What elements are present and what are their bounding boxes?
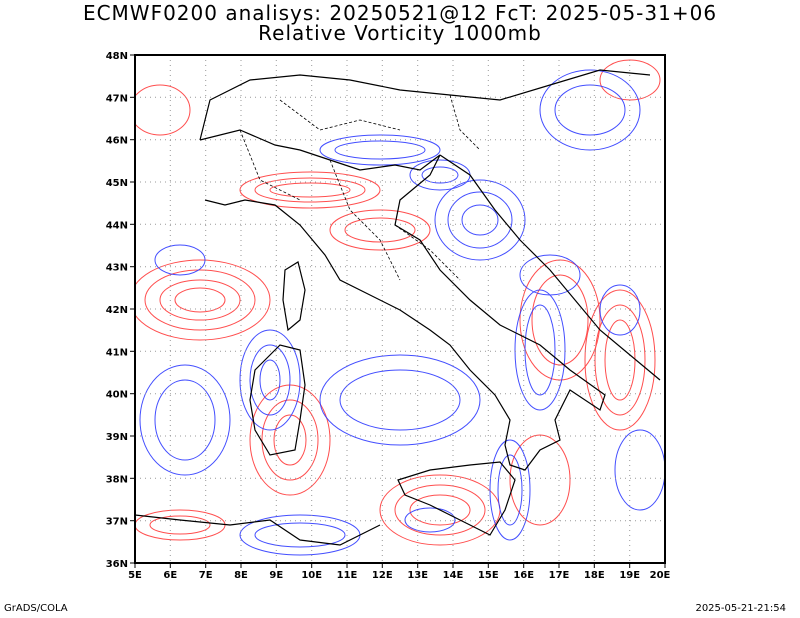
lon-label: 9E — [269, 570, 283, 581]
coastlines — [135, 69, 661, 546]
lat-label: 47N — [106, 93, 128, 104]
lon-label: 17E — [549, 570, 570, 581]
lon-label: 14E — [443, 570, 464, 581]
lat-label: 38N — [106, 474, 128, 485]
lon-label: 18E — [584, 570, 605, 581]
lon-label: 13E — [407, 570, 428, 581]
lat-label: 42N — [106, 305, 128, 316]
lon-label: 20E — [650, 570, 671, 581]
lon-label: 5E — [128, 570, 142, 581]
lat-label: 39N — [106, 432, 128, 443]
lat-labels: 48N 47N 46N 45N 44N 43N 42N 41N 40N 39N … — [106, 51, 128, 570]
lat-label: 48N — [106, 51, 128, 62]
lon-label: 15E — [478, 570, 499, 581]
lon-label: 10E — [301, 570, 322, 581]
lon-label: 12E — [372, 570, 393, 581]
lon-label: 8E — [234, 570, 248, 581]
lon-label: 19E — [619, 570, 640, 581]
lat-label: 37N — [106, 517, 128, 528]
lat-label: 44N — [106, 220, 128, 231]
lat-label: 41N — [106, 347, 128, 358]
lat-label: 46N — [106, 136, 128, 147]
lon-labels: 5E 6E 7E 8E 9E 10E 11E 12E 13E 14E 15E 1… — [128, 570, 670, 581]
regional-borders — [239, 94, 481, 281]
axis-ticks — [130, 54, 666, 568]
lat-label: 43N — [106, 263, 128, 274]
map-title: ECMWF0200 analisys: 20250521@12 FcT: 202… — [82, 1, 718, 25]
lat-lon-grid — [135, 55, 665, 563]
lon-label: 16E — [513, 570, 534, 581]
lon-label: 11E — [337, 570, 358, 581]
lat-label: 40N — [106, 390, 128, 401]
negative-vorticity-contours — [139, 69, 665, 556]
lat-label: 36N — [106, 559, 128, 570]
software-credit: GrADS/COLA — [4, 603, 68, 614]
lat-label: 45N — [106, 178, 128, 189]
lon-label: 7E — [199, 570, 213, 581]
lon-label: 6E — [163, 570, 177, 581]
positive-vorticity-contours — [135, 59, 661, 546]
contour-field — [135, 55, 665, 563]
generation-timestamp: 2025-05-21-21:54 — [695, 603, 786, 614]
map-subtitle: Relative Vorticity 1000mb — [258, 21, 542, 45]
